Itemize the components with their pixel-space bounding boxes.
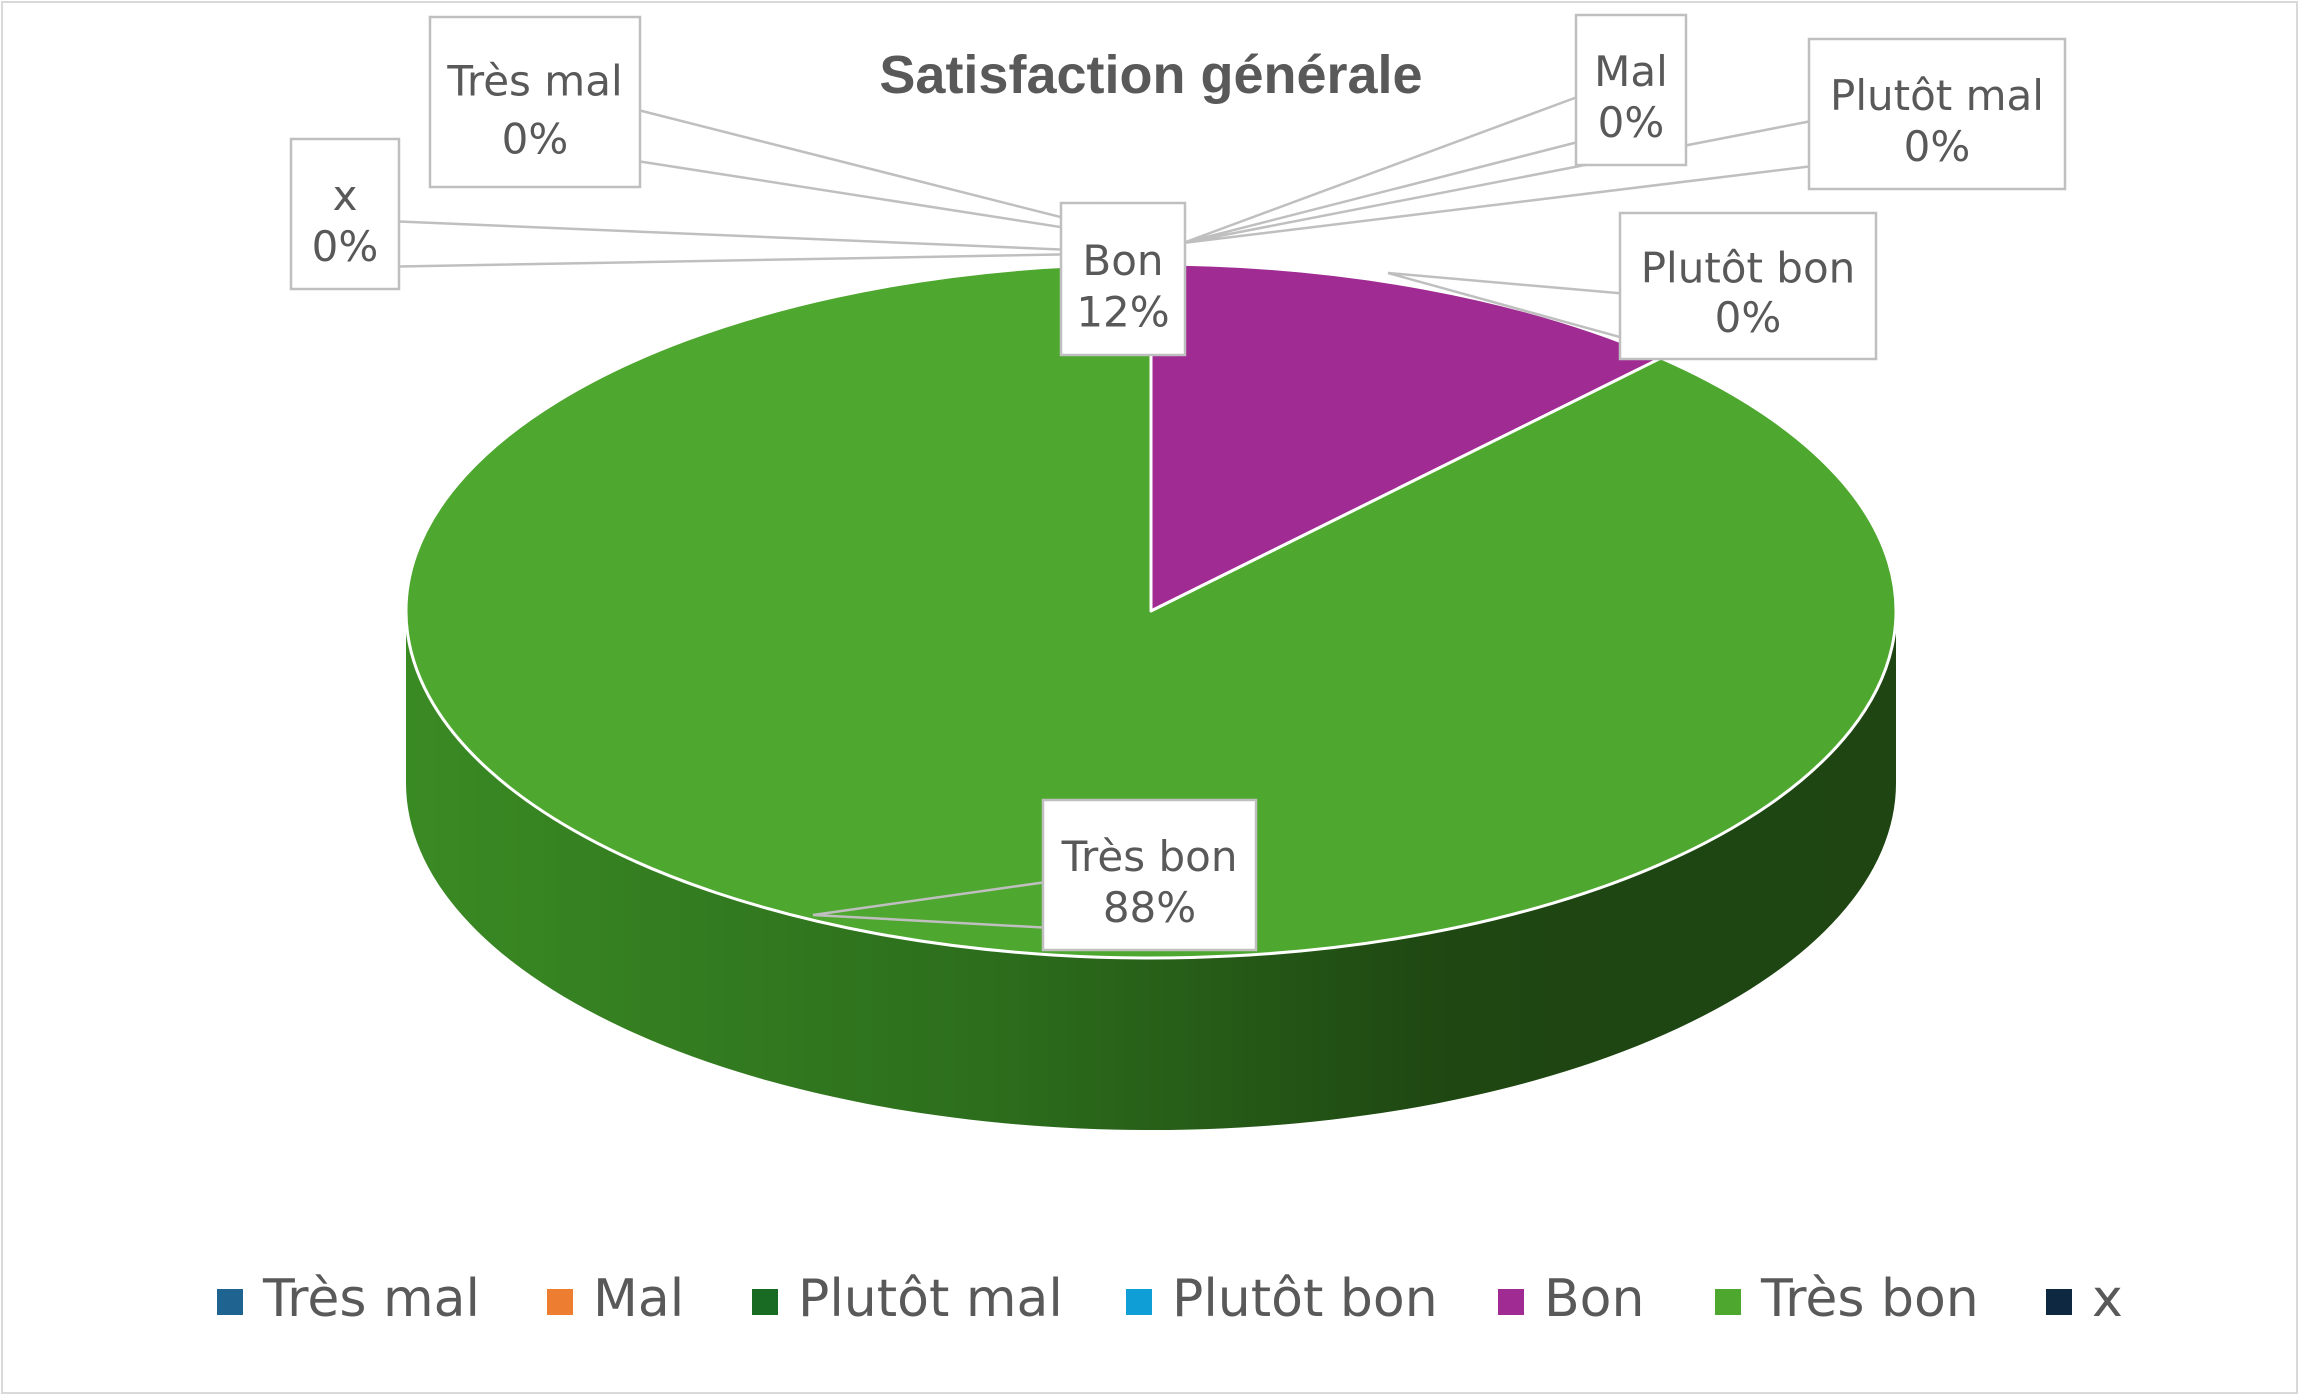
legend-entry-plutot-bon: Plutôt bon [1126, 1269, 1438, 1329]
legend-swatch [1126, 1289, 1152, 1315]
legend-swatch [752, 1289, 778, 1315]
leader-line-tres-bon [812, 881, 1044, 929]
data-label-category: Très bon [1061, 832, 1238, 881]
data-label-value: 0% [1715, 293, 1782, 342]
legend-entry-x: x [2046, 1269, 2123, 1329]
data-label-category: Très mal [446, 57, 622, 106]
legend-swatch [1715, 1289, 1741, 1315]
legend-entry-bon: Bon [1498, 1269, 1644, 1329]
data-label-category: Bon [1082, 236, 1163, 285]
data-label-box [1041, 798, 1258, 952]
legend-entry-tres-mal: Très mal [217, 1269, 480, 1329]
leader-line-x [398, 220, 1144, 268]
pie-side-wall [406, 611, 1896, 1130]
legend-label: Très bon [1760, 1269, 1979, 1329]
data-label-box [428, 15, 642, 189]
data-label-category: Plutôt mal [1830, 71, 2044, 120]
data-label-value: 0% [312, 222, 379, 271]
legend-entry-plutot-mal: Plutôt mal [752, 1269, 1063, 1329]
legend-label: Mal [593, 1269, 684, 1329]
data-label-box [289, 137, 401, 291]
legend-entry-mal: Mal [547, 1269, 684, 1329]
legend-label: Plutôt bon [1172, 1269, 1438, 1329]
data-label-value: 0% [1904, 122, 1971, 171]
data-label-category: x [333, 171, 358, 220]
data-label-category: Plutôt bon [1641, 243, 1856, 292]
data-label-x: x0% [289, 137, 401, 291]
legend: Très mal Mal Plutôt mal Plutôt bon Bon Très b… [217, 1269, 2123, 1329]
legend-label: Très mal [262, 1269, 480, 1329]
data-label-category: Mal [1594, 47, 1668, 96]
data-label-value: 0% [502, 114, 569, 163]
data-label-value: 12% [1076, 287, 1169, 336]
data-label-box [1807, 37, 2067, 191]
legend-entry-tres-bon: Très bon [1715, 1269, 1979, 1329]
legend-swatch [1498, 1289, 1524, 1315]
leader-line-mal [1182, 96, 1577, 245]
legend-label: Plutôt mal [798, 1269, 1063, 1329]
chart-title: Satisfaction générale [879, 45, 1422, 105]
pie-slice-bon [1149, 262, 1663, 613]
data-label-box [1574, 13, 1688, 167]
data-label-box [1059, 201, 1187, 357]
data-label-tres-mal: Très mal 0% [428, 15, 642, 189]
legend-swatch [217, 1289, 243, 1315]
legend-label: Bon [1544, 1269, 1644, 1329]
pie-slice-tres-bon [404, 262, 1898, 960]
data-label-value: 0% [1598, 98, 1665, 147]
data-label-box [1618, 211, 1878, 361]
legend-label: x [2092, 1269, 2123, 1329]
legend-swatch [547, 1289, 573, 1315]
legend-swatch [2046, 1289, 2072, 1315]
data-label-value: 88% [1103, 883, 1196, 932]
leader-line-plutot-bon [1387, 271, 1621, 339]
